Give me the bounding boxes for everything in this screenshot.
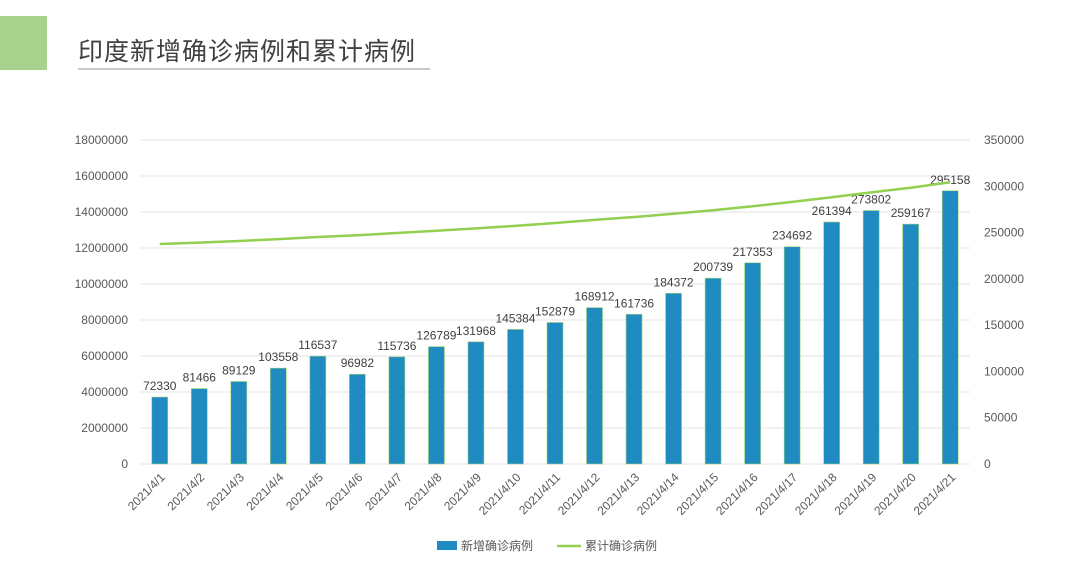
bar (507, 329, 524, 465)
left-axis-tick: 16000000 (75, 169, 129, 183)
bar (230, 381, 248, 465)
data-label: 126789 (416, 329, 456, 343)
x-axis-tick: 2021/4/8 (402, 470, 445, 513)
x-axis-tick: 2021/4/3 (204, 470, 247, 513)
right-axis-tick: 150000 (984, 318, 1024, 332)
left-axis-tick: 6000000 (81, 349, 128, 363)
data-label: 259167 (891, 206, 931, 220)
bar (625, 313, 643, 465)
legend-line-label: 累计确诊病例 (585, 538, 657, 553)
data-label: 217353 (733, 245, 773, 259)
x-axis-tick: 2021/4/4 (244, 470, 287, 513)
x-axis-tick: 2021/4/15 (674, 470, 722, 518)
data-label: 131968 (456, 324, 496, 338)
x-axis-tick: 2021/4/18 (792, 470, 840, 518)
x-axis-tick: 2021/4/2 (164, 470, 207, 513)
x-axis-tick: 2021/4/21 (911, 470, 959, 518)
x-axis-tick: 2021/4/5 (283, 470, 326, 513)
x-axis-tick: 2021/4/6 (323, 470, 366, 513)
data-label: 152879 (535, 304, 575, 318)
right-axis-tick: 350000 (984, 133, 1024, 147)
slide-title: 印度新增确诊病例和累计病例 (78, 37, 417, 66)
right-axis-tick: 200000 (984, 272, 1024, 286)
bar (902, 223, 920, 465)
left-axis-tick: 2000000 (81, 421, 128, 435)
data-label: 168912 (575, 290, 615, 304)
data-label: 200739 (693, 260, 733, 274)
x-axis-tick: 2021/4/20 (871, 470, 919, 518)
x-axis-tick: 2021/4/19 (832, 470, 880, 518)
data-label: 89129 (222, 363, 256, 377)
x-axis-tick: 2021/4/7 (362, 470, 405, 513)
bar (349, 373, 366, 465)
data-label: 103558 (258, 350, 298, 364)
left-axis-tick: 8000000 (81, 313, 128, 327)
x-axis-tick: 2021/4/13 (595, 470, 643, 518)
bar (309, 355, 327, 465)
left-axis-tick: 10000000 (75, 277, 129, 291)
title-underline (78, 68, 430, 70)
data-label: 261394 (812, 204, 852, 218)
data-label: 116537 (298, 338, 337, 352)
bar (467, 341, 485, 465)
x-axis-tick: 2021/4/12 (555, 470, 603, 518)
bar (546, 322, 564, 465)
bar (190, 388, 208, 465)
right-axis-tick: 50000 (984, 411, 1018, 425)
x-axis-tick: 2021/4/14 (634, 470, 682, 518)
bar (823, 221, 840, 465)
data-label: 273802 (851, 193, 891, 207)
legend-bar-label: 新增确诊病例 (461, 538, 533, 553)
data-label: 184372 (654, 275, 694, 289)
bar (941, 190, 959, 465)
bar (151, 396, 169, 465)
accent-block (0, 16, 47, 70)
right-axis-tick: 0 (984, 457, 991, 471)
data-label: 115736 (377, 339, 416, 353)
data-label: 81466 (183, 371, 217, 385)
bar (862, 210, 880, 465)
left-axis-tick: 0 (121, 457, 128, 471)
bar (270, 367, 287, 465)
bar (704, 277, 722, 465)
legend-bar-swatch (437, 541, 457, 550)
data-label: 96982 (341, 356, 375, 370)
bar (428, 346, 445, 465)
data-label: 234692 (772, 229, 812, 243)
bar (783, 246, 801, 465)
x-axis-tick: 2021/4/1 (125, 470, 168, 513)
bar (744, 262, 761, 465)
x-axis-tick: 2021/4/10 (476, 470, 524, 518)
right-axis-tick: 100000 (984, 364, 1024, 378)
left-axis-tick: 14000000 (75, 205, 129, 219)
right-axis-tick: 250000 (984, 226, 1024, 240)
x-axis-tick: 2021/4/17 (753, 470, 801, 518)
left-axis-tick: 18000000 (75, 133, 129, 147)
cumulative-line (159, 181, 951, 246)
bar (665, 293, 682, 465)
bar (388, 356, 406, 465)
data-label: 161736 (614, 296, 654, 310)
data-label: 72330 (143, 379, 177, 393)
bar (586, 307, 603, 465)
left-axis-tick: 12000000 (75, 241, 129, 255)
x-axis-tick: 2021/4/16 (713, 470, 761, 518)
data-label: 145384 (495, 311, 535, 325)
right-axis-tick: 300000 (984, 179, 1024, 193)
left-axis-tick: 4000000 (81, 385, 128, 399)
